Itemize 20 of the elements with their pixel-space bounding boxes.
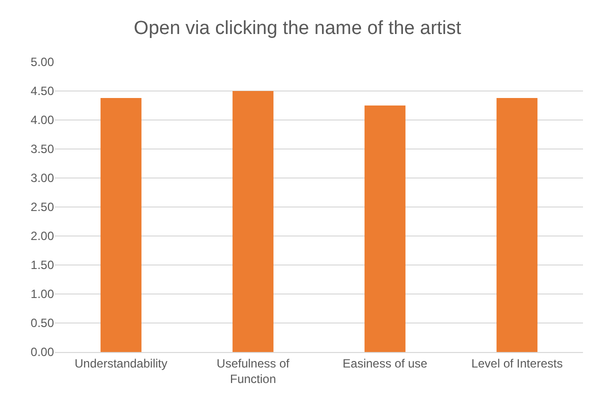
bar <box>364 106 406 352</box>
y-tick-label: 2.00 <box>30 229 54 244</box>
y-tick-label: 5.00 <box>30 55 54 70</box>
bar <box>232 91 274 352</box>
y-tick-label: 1.00 <box>30 287 54 302</box>
y-tick-label: 1.50 <box>30 258 54 272</box>
y-tick-label: 3.50 <box>30 142 54 156</box>
chart-title: Open via clicking the name of the artist <box>134 18 462 39</box>
y-tick-label: 0.00 <box>30 345 54 360</box>
x-tick-label: Level of Interests <box>471 356 563 370</box>
y-tick-label: 0.50 <box>30 316 54 330</box>
y-tick-label: 4.00 <box>30 113 54 128</box>
y-tick-label: 3.00 <box>30 171 54 186</box>
x-tick-label: Understandability <box>74 356 168 370</box>
y-tick-label: 4.50 <box>30 84 54 98</box>
x-tick-label: Easiness of use <box>342 356 428 370</box>
bar <box>100 98 142 352</box>
x-tick-label: Usefulness of Function <box>216 356 290 386</box>
bar <box>496 98 538 352</box>
y-tick-label: 2.50 <box>30 200 54 214</box>
